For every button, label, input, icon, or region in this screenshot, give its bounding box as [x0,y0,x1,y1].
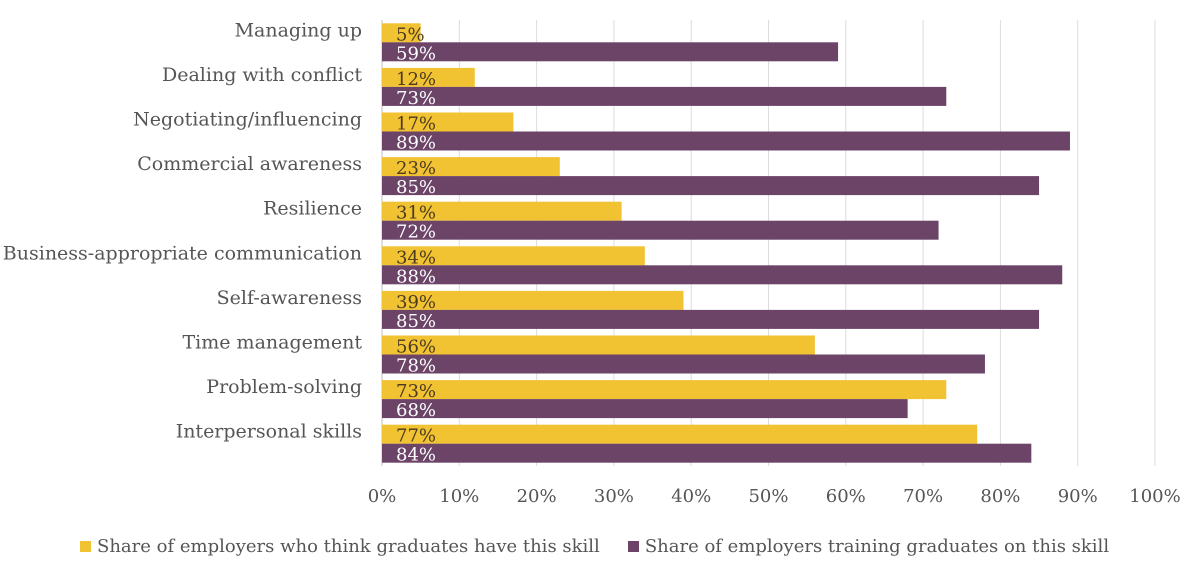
x-tick-label: 20% [517,486,557,507]
x-tick-label: 10% [439,486,479,507]
legend-item-have-skill: Share of employers who think graduates h… [80,536,600,557]
data-label-training: 78% [396,356,436,377]
data-label-training: 59% [396,43,436,64]
category-label: Time management [183,332,363,354]
x-tick-label: 0% [368,486,397,507]
data-label-have-skill: 5% [396,24,425,45]
bar-training [382,443,1032,463]
bar-have-skill [382,23,421,43]
data-label-training: 85% [396,177,436,198]
category-label: Interpersonal skills [176,421,362,443]
x-tick-label: 70% [903,486,943,507]
data-label-have-skill: 56% [396,337,436,358]
legend-swatch-have-skill [80,541,91,552]
legend-label-training: Share of employers training graduates on… [644,536,1110,557]
legend-swatch-training [627,541,639,552]
data-label-have-skill: 34% [396,247,436,268]
bar-have-skill [382,335,815,355]
bar-have-skill [382,424,978,444]
bar-have-skill [382,157,560,177]
x-tick-label: 80% [980,486,1020,507]
category-label: Problem-solving [206,376,362,398]
bar-training [382,354,985,374]
x-tick-label: 40% [671,486,711,507]
bar-have-skill [382,380,947,400]
category-label: Self-awareness [217,287,362,309]
data-label-have-skill: 39% [396,292,436,313]
data-label-have-skill: 12% [396,69,436,90]
bar-training [382,42,839,62]
x-tick-label: 100% [1129,486,1180,507]
bar-training [382,220,939,240]
data-label-have-skill: 31% [396,203,436,224]
bar-training [382,176,1040,196]
bar-have-skill [382,201,622,221]
data-label-training: 89% [396,133,436,154]
x-tick-label: 50% [748,486,788,507]
legend: Share of employers who think graduates h… [80,536,1109,557]
bar-training [382,309,1040,329]
x-tick-label: 60% [826,486,866,507]
data-label-training: 73% [396,88,436,109]
bar-training [382,265,1063,285]
category-label: Resilience [263,198,362,220]
data-label-have-skill: 73% [396,381,436,402]
bar-training [382,131,1070,151]
bar-have-skill [382,290,684,310]
category-label: Managing up [235,19,362,41]
data-label-have-skill: 23% [396,158,436,179]
data-label-training: 68% [396,400,436,421]
bar-have-skill [382,112,514,132]
x-tick-label: 30% [594,486,634,507]
data-label-have-skill: 77% [396,426,436,447]
bar-training [382,399,908,419]
category-label: Negotiating/influencing [133,109,362,131]
legend-label-have-skill: Share of employers who think graduates h… [97,536,600,557]
bar-chart: 0% 10% 20% 30% 40% 50% 60% 70% 80% 90% 100% Managin… [3,19,1181,507]
x-tick-label: 90% [1058,486,1098,507]
data-label-training: 84% [396,445,436,466]
data-label-have-skill: 17% [396,114,436,135]
data-label-training: 72% [396,222,436,243]
bar-training [382,86,947,106]
category-label: Dealing with conflict [162,64,362,86]
legend-item-training: Share of employers training graduates on… [627,536,1110,557]
category-label: Commercial awareness [137,153,362,175]
data-label-training: 85% [396,311,436,332]
bar-have-skill [382,67,475,87]
data-label-training: 88% [396,266,436,287]
category-label: Business-appropriate communication [3,242,362,264]
bar-have-skill [382,246,645,266]
